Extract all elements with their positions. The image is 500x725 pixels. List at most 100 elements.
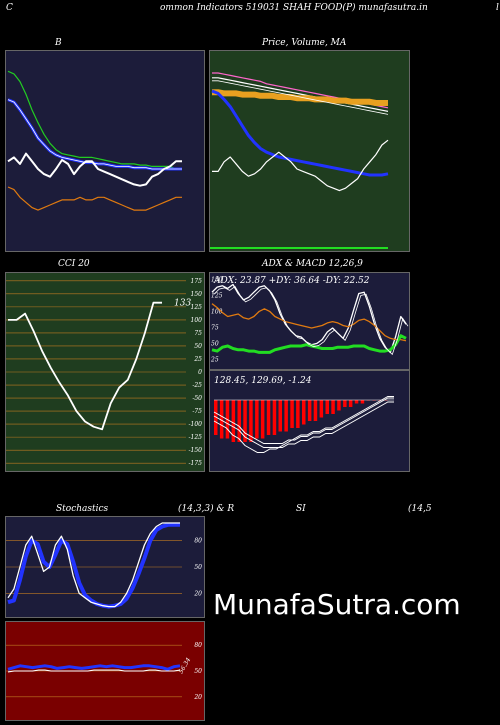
adx-macd-title: ADX & MACD 12,26,9 [262,259,363,269]
adx-series-2 [211,334,407,354]
macd-signal_line-2 [213,397,394,444]
price_ma-series-2 [212,89,388,106]
adx-tick-label: 125 [211,292,223,299]
rsi-tick-label: 50 [194,668,202,675]
macd-bar [331,400,335,414]
price-ma-title: Price, Volume, MA [262,38,347,48]
bollinger-middle-line [7,99,182,170]
cci-tick-label: 75 [194,330,202,337]
cci-tick-label: -125 [189,434,203,441]
price_ma-series-1 [212,77,389,112]
cci-series-0 [8,301,162,431]
macd-bar [307,400,312,421]
macd-signal_line-1 [213,401,394,448]
price_ma-series-4 [212,139,389,192]
macd-bar [337,400,341,411]
macd-bar [348,400,353,407]
adx-tick-label: 75 [211,324,219,331]
macd-bar [249,400,253,442]
price-ma-secondary-line [212,80,389,115]
adx-tick-label: 150 [211,276,223,283]
macd-bar [231,400,236,442]
cci-tick-label: 175 [191,278,203,285]
header-right-letter: l [496,3,499,13]
cci-tick-label: 125 [191,304,203,311]
bollinger-series-3 [7,186,182,211]
adx-series-0 [211,283,407,354]
macd-bar [325,400,329,414]
stochastics-series-1 [7,522,180,608]
bollinger-series-0 [7,70,182,170]
macd-bar [260,400,265,439]
cci-tick-label: 0 [198,369,202,376]
macd-bar [313,400,318,421]
macd-panel: 128.45, 129.69, -1.24 [209,370,410,472]
rsi-tick-label: 80 [194,642,202,649]
header-title: ommon Indicators 519031 SHAH FOOD(P) mun… [160,3,428,13]
watermark: MunafaSutra.com [213,588,461,621]
stochastics-chart: 80 50 20 [6,522,202,609]
adx-tick-label: 25 [210,356,219,363]
cci-title: CCI 20 [58,259,90,269]
rsi-chart: 80 50 20 56.34 [6,642,202,701]
cci-tick-label: -25 [192,382,202,389]
macd-bar [319,400,324,418]
adx-values-label: ADX: 23.87 +DY: 36.64 -DY: 22.52 [213,276,370,286]
bollinger-title: B [55,38,62,48]
macd-bar [343,400,347,407]
cci-tick-label: 100 [191,317,203,324]
stochastics-panel: 80 50 20 [5,516,205,618]
stoch-tick-label: 50 [194,564,202,571]
cci-tick-label: 25 [193,356,202,363]
macd-bar [354,400,359,404]
cci-tick-label: -75 [192,408,202,415]
price-ma-panel [209,50,410,252]
macd-bar [278,400,282,432]
adx-tick-label: 100 [211,308,223,315]
rsi-last-value: 56.34 [178,656,193,675]
cci-tick-label: 50 [194,343,202,350]
cci-tick-label: -100 [189,421,203,428]
rsi-panel: 80 50 20 56.34 [5,621,205,721]
price-ma-chart [210,72,389,249]
bollinger-panel [5,50,205,252]
adx-secondary-line [213,285,409,356]
bollinger-series-2 [7,152,182,187]
macd-bar [302,400,306,425]
cci-tick-label: -50 [192,395,202,402]
cci-tick-label: 150 [191,291,203,298]
adx-chart: 150 125 100 75 50 25 ADX: 23.87 +DY: 36.64 -DY… [210,276,409,363]
cci-last-value: 133 [174,299,191,309]
macd-bar [296,400,300,428]
macd-bar [255,400,259,439]
rsi-series-0 [7,664,181,671]
cci-tick-label: -150 [189,447,203,454]
stoch-tick-label: 80 [194,538,202,545]
bollinger-chart [7,70,182,211]
stochastics-title: Stochastics [56,504,109,514]
stochastics-params: (14,3,3) & R [178,504,235,514]
macd-bar [360,400,365,404]
macd-values-label: 128.45, 129.69, -1.24 [214,376,312,386]
macd-bar [219,400,224,439]
price_ma-series-3 [211,89,389,177]
cci-chart: 175 150 125 100 75 50 25 0 -25 -50 -75 -100 -125 -150… [6,278,203,467]
rsi-title: SI [296,504,306,514]
macd-chart: 128.45, 129.69, -1.24 [213,376,394,453]
adx-tick-label: 50 [211,340,219,347]
adx-series-1 [211,303,407,342]
header-left-letter: C [6,3,13,13]
stochastics-series-0 [7,522,180,609]
adx-panel: 150 125 100 75 50 25 ADX: 23.87 +DY: 36.64 -DY… [209,272,410,370]
stoch-tick-label: 20 [193,590,202,597]
macd-macd_line-0 [213,396,394,453]
macd-bar [266,400,271,435]
cci-panel: 175 150 125 100 75 50 25 0 -25 -50 -75 -100 -125 -150… [5,272,205,472]
macd-bar [284,400,288,432]
rsi-tick-label: 20 [193,694,202,701]
cci-tick-label: -175 [189,460,203,467]
macd-bar [272,400,277,435]
macd-bar [237,400,241,442]
rsi-params: (14,5 [408,504,432,514]
macd-bar [243,400,247,442]
